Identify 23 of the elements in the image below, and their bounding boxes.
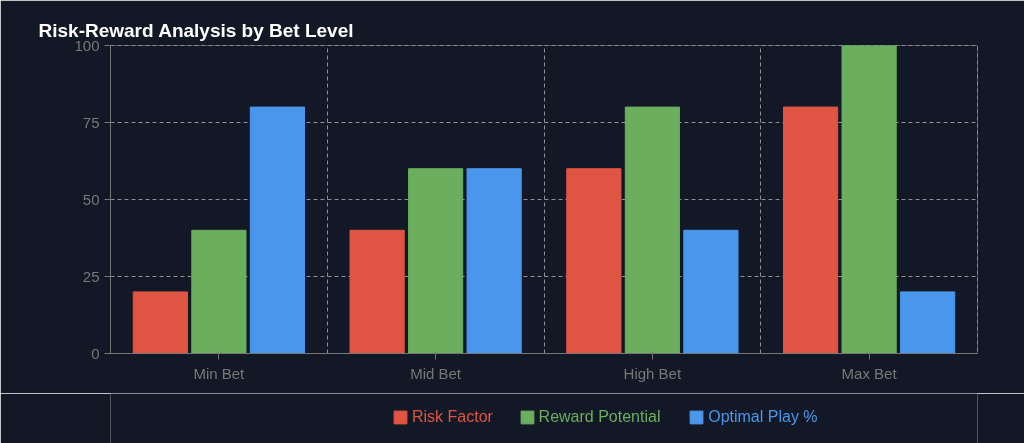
bar [249, 106, 305, 354]
y-tick-label: 25 [82, 267, 100, 285]
bar [624, 106, 680, 354]
legend-label: Risk Factor [412, 408, 493, 426]
y-tick-label: 0 [91, 344, 100, 362]
bar [566, 168, 622, 354]
bar [683, 229, 739, 354]
y-tick-label: 50 [82, 190, 100, 208]
x-tick-label: High Bet [623, 364, 682, 382]
bar [900, 291, 956, 354]
bar [132, 291, 188, 354]
x-tick-label: Min Bet [193, 364, 246, 382]
x-tick-label: Max Bet [841, 364, 898, 382]
bar [841, 45, 897, 354]
bar [191, 229, 247, 354]
bar [408, 168, 464, 354]
legend-label: Optimal Play % [708, 408, 818, 426]
bar [466, 168, 522, 354]
y-tick-label: 75 [82, 113, 100, 131]
x-tick-label: Mid Bet [410, 364, 462, 382]
bar [349, 229, 405, 354]
legend-label: Reward Potential [538, 408, 661, 426]
bar [783, 106, 839, 354]
